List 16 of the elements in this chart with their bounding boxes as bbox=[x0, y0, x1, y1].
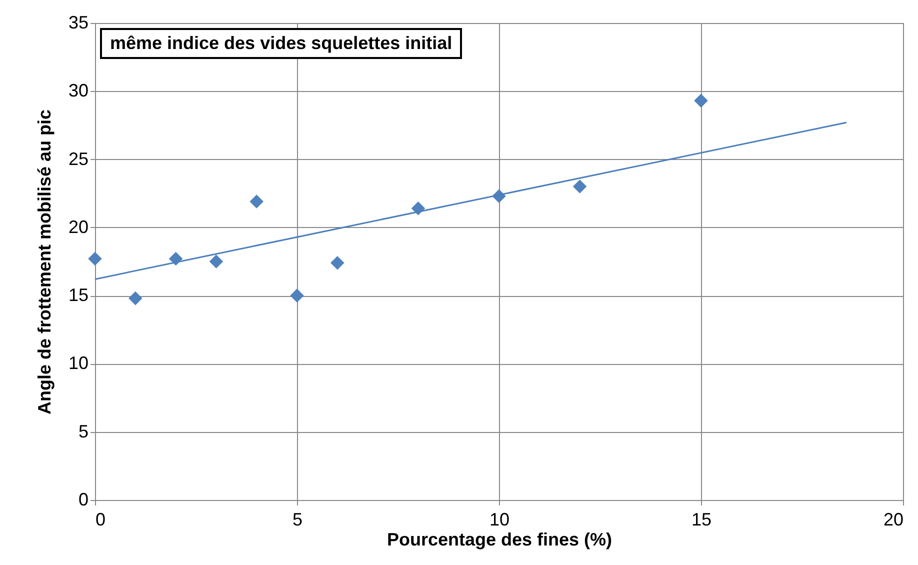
y-tick-label: 5 bbox=[78, 421, 88, 442]
y-tick-label: 15 bbox=[68, 285, 88, 306]
x-tick-label: 10 bbox=[489, 510, 510, 530]
y-tick-label: 0 bbox=[78, 490, 88, 510]
x-tick-label: 20 bbox=[883, 510, 904, 530]
y-tick-label: 35 bbox=[68, 12, 88, 32]
x-axis-title: Pourcentage des fines (%) bbox=[386, 530, 612, 550]
x-tick-label: 0 bbox=[96, 510, 106, 530]
x-tick-label: 15 bbox=[691, 510, 712, 530]
x-tick-label: 5 bbox=[292, 510, 303, 530]
annotation: même indice des vides squelettes initial bbox=[100, 28, 462, 59]
y-tick-label: 25 bbox=[68, 148, 88, 169]
y-tick-label: 10 bbox=[68, 353, 88, 374]
y-tick-label: 20 bbox=[68, 216, 88, 237]
y-axis-title: Angle de frottement mobilisé au pic bbox=[34, 109, 54, 415]
y-tick-label: 30 bbox=[68, 80, 88, 101]
